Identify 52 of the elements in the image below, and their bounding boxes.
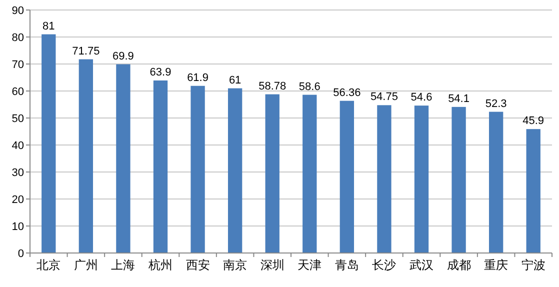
bar	[340, 100, 354, 253]
data-label: 54.1	[448, 92, 470, 105]
bar	[153, 80, 168, 253]
data-label: 52.3	[485, 98, 507, 110]
data-label: 81	[42, 20, 55, 32]
x-tick-label: 北京	[36, 258, 61, 272]
y-tick-label: 80	[12, 32, 24, 44]
y-tick-label: 0	[18, 248, 24, 260]
y-tick-label: 20	[12, 194, 24, 206]
x-tick-label: 长沙	[372, 258, 396, 272]
data-label: 54.6	[410, 92, 432, 104]
data-label: 61	[228, 74, 242, 86]
bar	[302, 94, 317, 253]
y-tick-label: 70	[12, 59, 24, 71]
data-label: 58.78	[258, 80, 286, 92]
data-label: 63.9	[150, 66, 172, 78]
data-label: 58.6	[298, 80, 320, 93]
x-tick-label: 广州	[74, 258, 98, 272]
bar	[265, 94, 280, 253]
bar	[42, 34, 56, 253]
bar	[377, 105, 392, 253]
y-tick-label: 60	[12, 86, 24, 98]
x-tick-label: 南京	[223, 258, 248, 272]
data-label: 54.75	[370, 91, 398, 104]
bar	[190, 86, 205, 253]
bar	[228, 88, 242, 253]
data-label: 71.75	[72, 45, 100, 58]
data-label: 69.9	[112, 50, 134, 62]
x-tick-label: 上海	[111, 258, 136, 272]
bar	[78, 59, 94, 253]
bar	[414, 106, 429, 253]
bar	[116, 64, 130, 253]
bar	[452, 106, 466, 253]
y-tick-label: 40	[12, 140, 24, 152]
x-tick-label: 武汉	[410, 258, 434, 272]
y-tick-label: 30	[12, 167, 24, 179]
y-tick-label: 50	[12, 113, 24, 125]
data-label: 61.9	[187, 72, 208, 84]
x-tick-label: 青岛	[334, 258, 359, 272]
x-tick-label: 天津	[298, 258, 322, 272]
x-tick-label: 杭州	[148, 258, 172, 272]
x-tick-label: 成都	[446, 258, 471, 272]
y-tick-label: 10	[12, 221, 24, 233]
x-tick-label: 宁波	[521, 258, 546, 272]
x-tick-label: 重庆	[484, 258, 508, 272]
x-tick-label: 深圳	[260, 258, 284, 272]
y-tick-label: 90	[12, 5, 24, 17]
data-label: 56.36	[333, 86, 361, 99]
data-label: 45.9	[522, 115, 544, 128]
bar	[488, 112, 504, 253]
x-tick-label: 西安	[186, 258, 210, 272]
bar	[526, 129, 540, 253]
